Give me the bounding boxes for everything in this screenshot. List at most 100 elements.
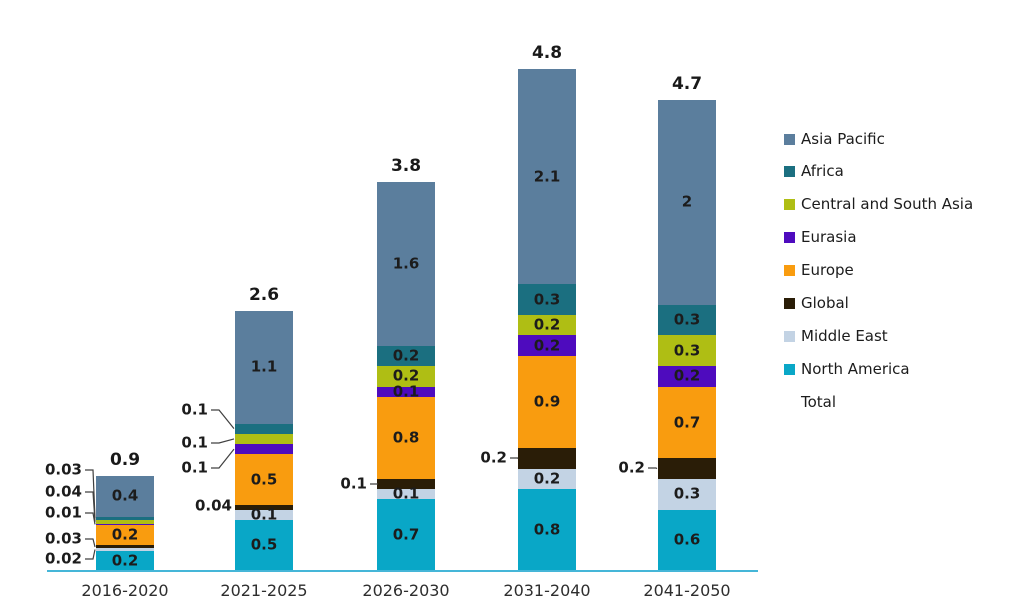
legend-label-africa: Africa — [801, 162, 844, 181]
bar-segment-europe-2026-2030 — [377, 396, 435, 479]
segment-value-africa-2026-2030: 0.2 — [392, 346, 420, 365]
bar-segment-asia-pacific-2041-2050 — [658, 99, 716, 305]
callout-connector — [85, 538, 96, 548]
callout-label-eurasia-2016-2020: 0.01 — [44, 503, 82, 522]
bar-segment-eurasia-2026-2030 — [377, 386, 435, 397]
legend-item-global: Global — [784, 296, 849, 312]
callout-label-global-2021-2025: 0.04 — [194, 496, 232, 515]
x-axis-label-2041-2050: 2041-2050 — [643, 581, 731, 600]
bar-segment-central-and-south-asia-2031-2040 — [518, 315, 576, 336]
bar-segment-eurasia-2016-2020 — [96, 523, 154, 525]
segment-value-middle-east-2041-2050: 0.3 — [673, 484, 701, 503]
x-axis-line — [47, 570, 758, 572]
callout-connector — [85, 512, 96, 525]
segment-value-north-america-2021-2025: 0.5 — [250, 535, 278, 554]
x-axis-label-2016-2020: 2016-2020 — [81, 581, 169, 600]
bar-segment-europe-2016-2020 — [96, 524, 154, 546]
segment-value-europe-2016-2020: 0.2 — [111, 525, 139, 544]
legend-item-eurasia: Eurasia — [784, 230, 857, 246]
callout-connector — [211, 409, 235, 430]
bar-segment-asia-pacific-2016-2020 — [96, 475, 154, 517]
segment-value-central-and-south-asia-2026-2030: 0.2 — [392, 366, 420, 385]
legend-item-europe: Europe — [784, 263, 854, 279]
callout-label-middle-east-2016-2020: 0.02 — [44, 549, 82, 568]
x-axis-label-2026-2030: 2026-2030 — [362, 581, 450, 600]
segment-value-europe-2041-2050: 0.7 — [673, 413, 701, 432]
bar-segment-central-and-south-asia-2016-2020 — [96, 519, 154, 524]
segment-value-north-america-2041-2050: 0.6 — [673, 530, 701, 549]
bar-segment-middle-east-2031-2040 — [518, 468, 576, 490]
bar-segment-eurasia-2021-2025 — [235, 444, 293, 455]
total-label-2041-2050: 4.7 — [671, 73, 703, 94]
legend-swatch-asia-pacific — [784, 133, 795, 145]
legend-swatch-north-america — [784, 363, 795, 375]
bar-segment-asia-pacific-2021-2025 — [235, 310, 293, 424]
bar-segment-europe-2041-2050 — [658, 386, 716, 459]
x-axis-label-2031-2040: 2031-2040 — [503, 581, 591, 600]
bar-segment-north-america-2016-2020 — [96, 550, 154, 571]
legend-swatch-europe — [784, 265, 795, 277]
bar-segment-north-america-2041-2050 — [658, 509, 716, 571]
legend-item-north-america: North America — [784, 361, 910, 377]
segment-value-europe-2021-2025: 0.5 — [250, 470, 278, 489]
bar-segment-middle-east-2021-2025 — [235, 509, 293, 520]
segment-value-asia-pacific-2026-2030: 1.6 — [392, 254, 420, 273]
segment-value-asia-pacific-2031-2040: 2.1 — [533, 167, 561, 186]
segment-value-asia-pacific-2041-2050: 2 — [681, 192, 693, 211]
segment-value-middle-east-2031-2040: 0.2 — [533, 469, 561, 488]
legend-swatch-central-and-south-asia — [784, 199, 795, 211]
bar-segment-africa-2031-2040 — [518, 284, 576, 315]
legend-swatch-global — [784, 298, 795, 309]
bar-segment-europe-2031-2040 — [518, 355, 576, 449]
bar-segment-europe-2021-2025 — [235, 454, 293, 506]
callout-label-africa-2016-2020: 0.03 — [44, 460, 82, 479]
legend-item-central-and-south-asia: Central and South Asia — [784, 197, 973, 213]
callout-connector — [85, 469, 96, 519]
callout-label-global-2041-2050: 0.2 — [618, 458, 645, 477]
legend-label-global: Global — [801, 294, 849, 312]
total-label-2031-2040: 4.8 — [531, 43, 563, 64]
bar-segment-north-america-2026-2030 — [377, 499, 435, 571]
segment-value-eurasia-2031-2040: 0.2 — [533, 336, 561, 355]
segment-value-middle-east-2026-2030: 0.1 — [392, 484, 420, 503]
legend-label-middle-east: Middle East — [801, 326, 888, 345]
legend-label-eurasia: Eurasia — [801, 228, 857, 247]
segment-value-europe-2031-2040: 0.9 — [533, 392, 561, 411]
legend-label-total: Total — [801, 392, 837, 411]
bar-segment-middle-east-2026-2030 — [377, 489, 435, 500]
bar-segment-global-2021-2025 — [235, 505, 293, 510]
bar-segment-global-2016-2020 — [96, 545, 154, 549]
bar-segment-africa-2016-2020 — [96, 516, 154, 520]
bar-segment-africa-2026-2030 — [377, 345, 435, 367]
bar-segment-africa-2041-2050 — [658, 304, 716, 336]
callout-connector — [211, 438, 235, 444]
legend-swatch-eurasia — [784, 232, 795, 244]
legend-label-central-and-south-asia: Central and South Asia — [801, 195, 974, 214]
segment-value-eurasia-2041-2050: 0.2 — [673, 366, 701, 385]
segment-value-central-and-south-asia-2041-2050: 0.3 — [673, 341, 701, 360]
legend-swatch-middle-east — [784, 330, 795, 342]
bar-segment-eurasia-2031-2040 — [518, 335, 576, 356]
bar-segment-global-2031-2040 — [518, 448, 576, 469]
legend-item-middle-east: Middle East — [784, 328, 888, 344]
bar-segment-central-and-south-asia-2021-2025 — [235, 433, 293, 445]
legend-label-north-america: North America — [801, 359, 910, 378]
callout-connector — [85, 549, 96, 560]
bar-segment-central-and-south-asia-2026-2030 — [377, 366, 435, 387]
bar-segment-central-and-south-asia-2041-2050 — [658, 335, 716, 367]
legend-item-asia-pacific: Asia Pacific — [784, 131, 885, 147]
segment-value-north-america-2031-2040: 0.8 — [533, 520, 561, 539]
callout-connector — [648, 467, 658, 470]
bar-segment-middle-east-2041-2050 — [658, 478, 716, 510]
callout-label-global-2031-2040: 0.2 — [480, 448, 507, 467]
total-label-2016-2020: 0.9 — [109, 449, 141, 470]
bar-segment-north-america-2031-2040 — [518, 489, 576, 571]
segment-value-middle-east-2021-2025: 0.1 — [250, 505, 278, 524]
legend-label-asia-pacific: Asia Pacific — [801, 129, 885, 148]
bar-segment-africa-2021-2025 — [235, 423, 293, 434]
segment-value-africa-2041-2050: 0.3 — [673, 310, 701, 329]
bar-segment-global-2026-2030 — [377, 478, 435, 490]
legend-label-europe: Europe — [801, 261, 854, 280]
callout-label-central-and-south-asia-2021-2025: 0.1 — [181, 433, 208, 452]
